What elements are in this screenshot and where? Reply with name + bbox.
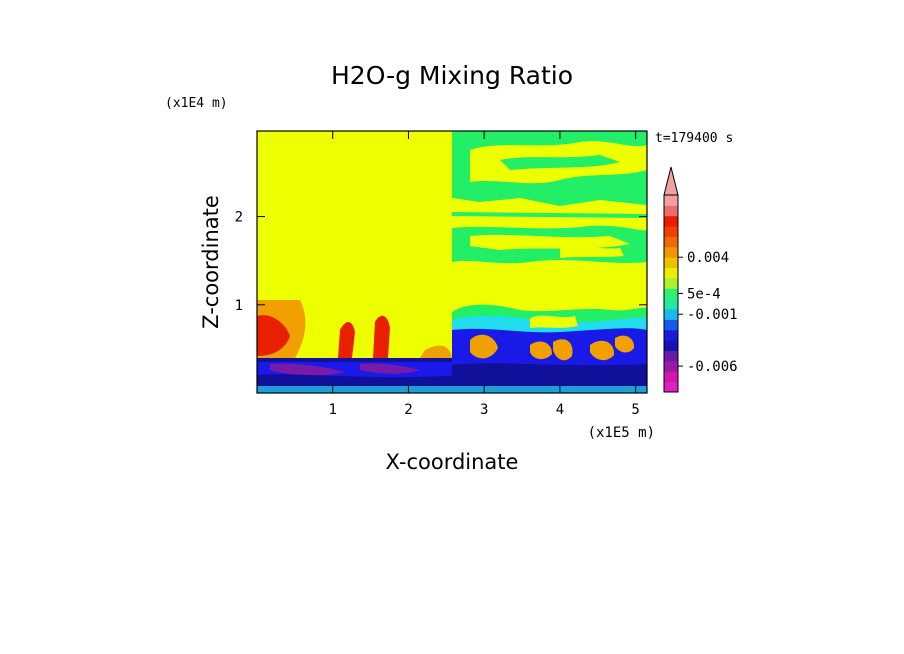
x-tick-label: 4 xyxy=(556,402,564,418)
y-scale-label: (x1E4 m) xyxy=(165,96,228,111)
contour-field xyxy=(257,131,647,393)
colorbar-label: 0.004 xyxy=(687,250,729,266)
colorbar-segment xyxy=(664,329,678,341)
x-axis-label: X-coordinate xyxy=(386,450,519,474)
colorbar-segment xyxy=(664,236,678,248)
y-axis: 12 xyxy=(235,210,647,314)
colorbar-segment xyxy=(664,319,678,331)
colorbar-arrow xyxy=(663,166,679,196)
colorbar-label: -0.001 xyxy=(687,307,738,323)
colorbar-segment xyxy=(664,195,678,206)
colorbar-segment xyxy=(664,371,678,383)
colorbar-segment xyxy=(664,277,678,289)
colorbar-segment xyxy=(664,257,678,269)
colorbar-segment xyxy=(664,215,678,227)
colorbar-label: -0.006 xyxy=(687,359,738,375)
colorbar-segment xyxy=(664,288,678,300)
y-tick-label: 1 xyxy=(235,298,243,314)
colorbar-segment xyxy=(664,309,678,320)
colorbar-label: 5e-4 xyxy=(687,287,721,303)
y-axis-label: Z-coordinate xyxy=(199,195,223,329)
x-scale-label: (x1E5 m) xyxy=(588,425,655,441)
colorbar-segment xyxy=(664,360,678,372)
colorbar-segment xyxy=(664,267,678,279)
x-tick-label: 2 xyxy=(404,402,412,418)
x-tick-label: 1 xyxy=(329,402,337,418)
contour-lower-left xyxy=(257,300,647,393)
colorbar-segment xyxy=(664,350,678,362)
colorbar-segment xyxy=(664,340,678,352)
contour-lower-right xyxy=(452,304,647,393)
x-tick-label: 5 xyxy=(631,402,639,418)
colorbar-segment xyxy=(664,226,678,237)
time-label: t=179400 s xyxy=(655,131,733,146)
x-axis: 1 2 3 4 5 xyxy=(329,131,640,418)
contour-upper-right xyxy=(452,131,647,264)
colorbar-segment xyxy=(664,205,678,217)
colorbar-segment xyxy=(664,381,678,393)
chart-title: H2O-g Mixing Ratio xyxy=(331,61,573,90)
colorbar-segment xyxy=(664,298,678,310)
colorbar: -0.006 -0.001 5e-4 0.004 xyxy=(663,166,738,393)
y-tick-label: 2 xyxy=(235,210,243,226)
x-tick-label: 3 xyxy=(480,402,488,418)
colorbar-segment xyxy=(664,246,678,258)
plot-frame xyxy=(256,130,648,394)
